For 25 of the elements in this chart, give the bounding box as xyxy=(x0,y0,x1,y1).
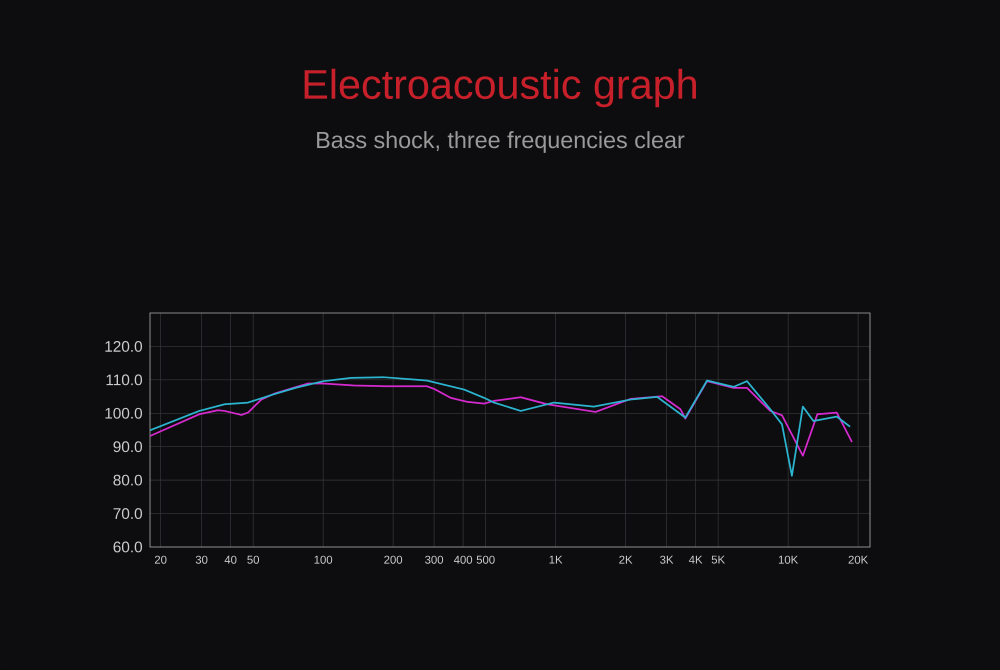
x-tick-label: 40 xyxy=(224,556,236,564)
y-tick-label: 90.0 xyxy=(114,441,142,452)
y-tick-label: 110.0 xyxy=(106,374,142,386)
x-tick-label: 300 xyxy=(425,556,444,564)
y-tick-label: 70.0 xyxy=(114,508,142,519)
chart-subtitle: Bass shock, three frequencies clear xyxy=(317,131,684,153)
x-tick-label: 5K xyxy=(712,556,725,564)
x-tick-label: 400 xyxy=(454,556,472,564)
x-tick-label: 50 xyxy=(247,556,260,564)
x-tick-label: 200 xyxy=(384,556,402,564)
y-tick-label: 60.0 xyxy=(114,542,142,552)
x-tick-label: 20K xyxy=(848,556,868,564)
x-tick-label: 20 xyxy=(154,556,166,564)
x-tick-label: 30 xyxy=(196,556,208,564)
x-tick-label: 2K xyxy=(619,556,632,564)
x-tick-label: 3K xyxy=(660,556,674,564)
y-tick-label: 100.0 xyxy=(105,408,142,419)
x-tick-label: 500 xyxy=(476,556,495,564)
y-tick-label: 80.0 xyxy=(113,474,142,486)
x-tick-label: 4K xyxy=(688,556,702,564)
x-tick-label: 1K xyxy=(550,556,562,564)
y-tick-label: 120.0 xyxy=(105,340,142,352)
x-tick-label: 10K xyxy=(778,556,798,564)
x-tick-label: 100 xyxy=(314,556,332,564)
chart-title: Electroacoustic graph xyxy=(304,68,696,108)
